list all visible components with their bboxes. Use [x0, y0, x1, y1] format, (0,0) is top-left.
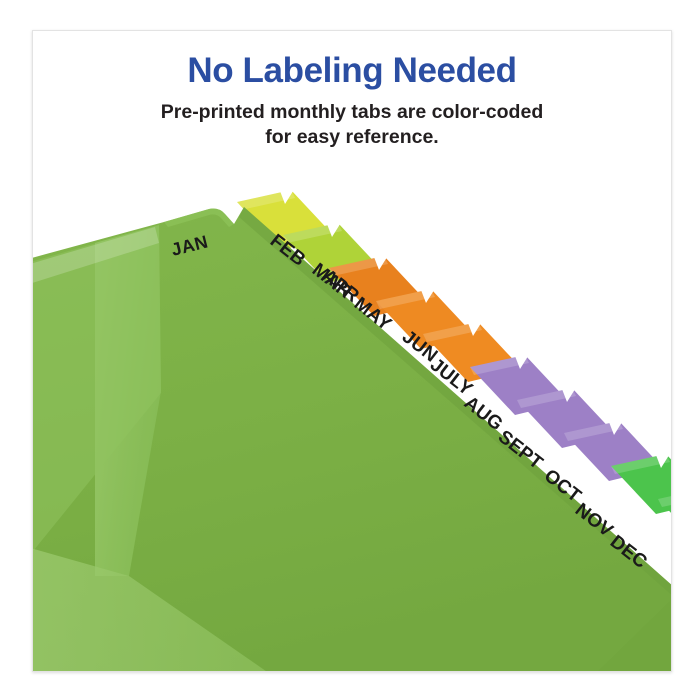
- tab-separators: [280, 188, 671, 468]
- pocket-bottom-wedge: [33, 548, 266, 671]
- tab-strip-gloss: [237, 190, 671, 507]
- front-pocket-overlay: [33, 225, 161, 552]
- tab-group-green: [611, 454, 671, 514]
- green-divider-sheet: [33, 207, 671, 671]
- pocket-gloss: [33, 227, 159, 283]
- tab-nov-shape: [658, 496, 671, 513]
- jan-tab-edge-highlight: [164, 208, 234, 227]
- product-photo: JAN FEB MAR APR MAY JUN JULY AUG SEPT OC…: [33, 31, 671, 671]
- second-sheet-right-edge: [598, 599, 671, 671]
- divider-illustration: JAN FEB MAR APR MAY JUN JULY AUG SEPT OC…: [33, 31, 671, 671]
- product-image-card: JAN FEB MAR APR MAY JUN JULY AUG SEPT OC…: [32, 30, 672, 672]
- sheet-edge-shadow: [239, 207, 671, 595]
- tab-oct-shape: [611, 454, 671, 514]
